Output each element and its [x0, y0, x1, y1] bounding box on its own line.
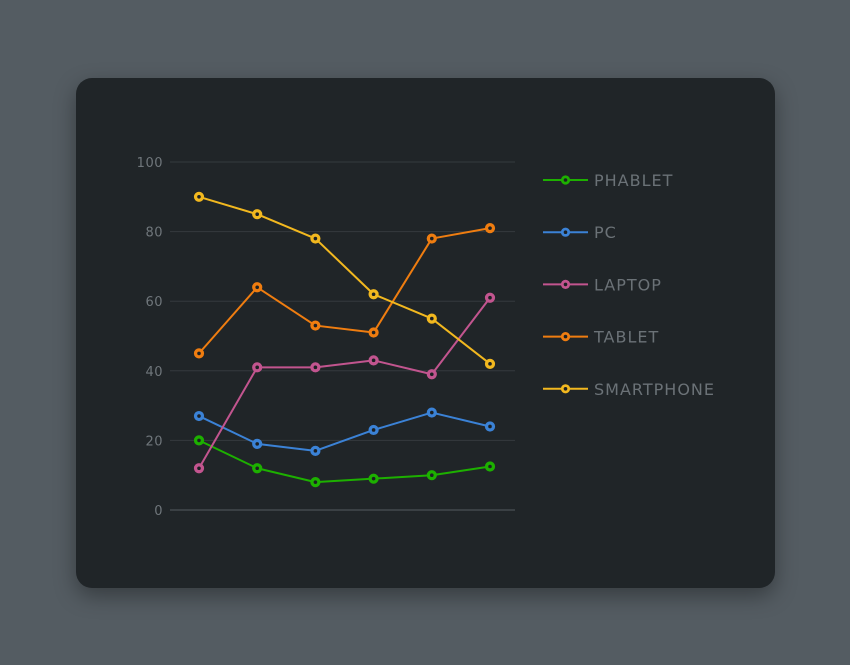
data-point-center — [313, 480, 318, 484]
data-point-center — [313, 236, 318, 241]
legend-marker-center — [563, 334, 568, 339]
data-point-center — [197, 466, 201, 471]
legend-item-phablet: PHABLET — [543, 171, 673, 190]
y-tick-label: 20 — [145, 434, 163, 449]
data-point-center — [255, 212, 259, 216]
series-line — [198, 227, 491, 355]
data-point-center — [488, 464, 492, 469]
data-point-center — [313, 449, 318, 453]
legend: PHABLET PC LAPTOP TABLET SMARTPHONE — [543, 171, 715, 399]
y-tick-label: 40 — [145, 365, 163, 380]
y-axis-ticks: 0 20 40 60 80 100 — [137, 156, 163, 519]
legend-label: TABLET — [593, 328, 659, 347]
data-point-center — [371, 476, 376, 481]
legend-item-tablet: TABLET — [543, 328, 659, 347]
data-point-center — [197, 438, 201, 443]
data-point-center — [313, 365, 318, 370]
data-point-center — [430, 410, 434, 415]
series-tablet — [193, 223, 496, 359]
gridlines — [170, 161, 515, 511]
data-point-center — [488, 362, 492, 366]
series-phablet — [193, 435, 496, 488]
data-point-center — [255, 466, 259, 471]
data-point-center — [488, 226, 492, 230]
series-line — [198, 411, 491, 452]
data-point-center — [197, 351, 201, 356]
legend-marker-center — [563, 387, 568, 391]
data-point-center — [430, 236, 434, 241]
legend-label: LAPTOP — [594, 275, 662, 294]
legend-label: SMARTPHONE — [594, 380, 715, 399]
data-point-center — [255, 442, 259, 446]
series-smartphone — [193, 191, 496, 369]
data-point-center — [255, 285, 259, 290]
data-point-center — [197, 195, 201, 199]
data-point-center — [371, 358, 376, 363]
legend-label: PHABLET — [594, 171, 673, 190]
y-tick-label: 60 — [145, 295, 163, 310]
data-point-center — [371, 428, 376, 432]
y-tick-label: 80 — [145, 226, 163, 241]
legend-marker-center — [563, 282, 568, 287]
legend-item-laptop: LAPTOP — [543, 275, 662, 294]
data-point-center — [255, 365, 259, 370]
data-point-center — [313, 323, 318, 328]
data-point-center — [197, 414, 201, 418]
series-laptop — [193, 292, 496, 474]
legend-label: PC — [594, 223, 617, 242]
data-point-center — [371, 330, 376, 335]
series-line — [198, 439, 491, 484]
data-point-center — [488, 295, 492, 300]
y-tick-label: 0 — [154, 504, 163, 519]
data-point-center — [371, 292, 376, 297]
series-line — [198, 195, 491, 365]
series-line — [198, 296, 491, 470]
legend-item-smartphone: SMARTPHONE — [543, 380, 715, 399]
data-point-center — [488, 424, 492, 429]
data-point-center — [430, 372, 434, 377]
series-group — [193, 191, 496, 488]
data-point-center — [430, 316, 434, 321]
y-tick-label: 100 — [137, 156, 163, 171]
legend-marker-center — [563, 178, 568, 182]
chart-card — [76, 78, 775, 588]
legend-item-pc: PC — [543, 223, 617, 242]
data-point-center — [430, 473, 434, 478]
legend-marker-center — [563, 230, 568, 234]
series-pc — [193, 407, 496, 456]
